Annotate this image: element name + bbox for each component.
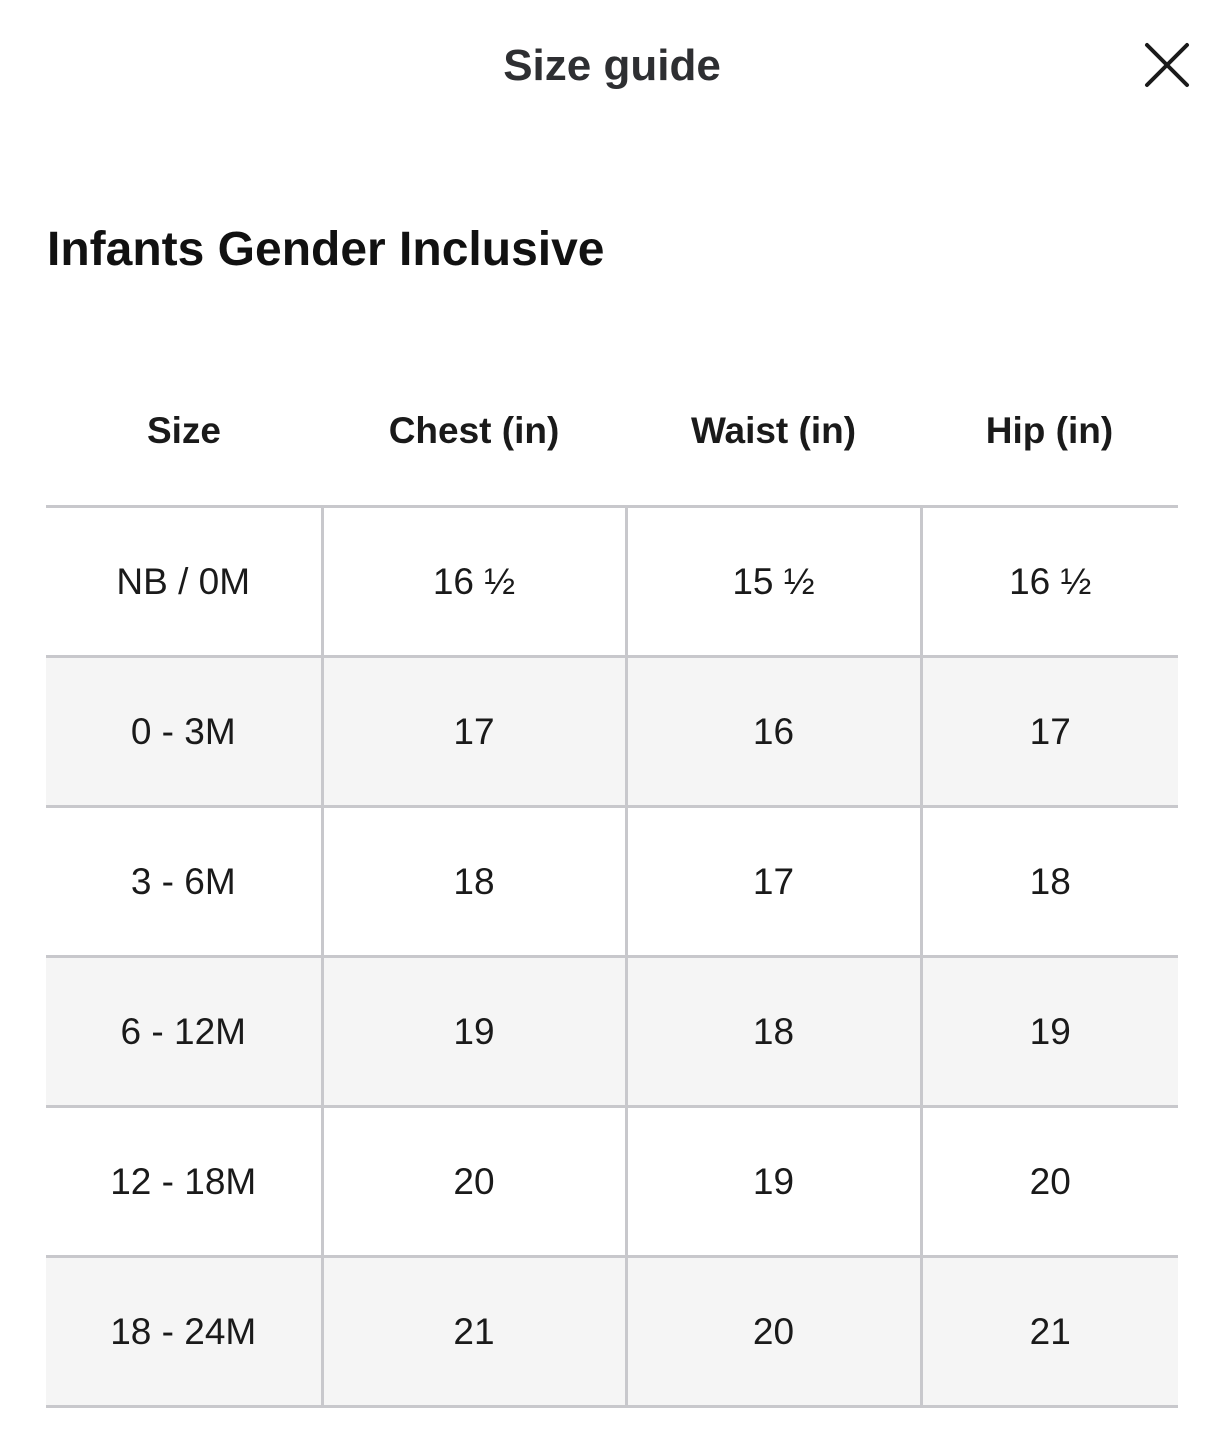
size-cell: 12 - 18M xyxy=(46,1106,324,1258)
waist-cell: 19 xyxy=(626,1106,923,1258)
hip-cell: 21 xyxy=(921,1256,1178,1408)
waist-cell: 15 ½ xyxy=(626,506,923,658)
hip-cell: 18 xyxy=(921,806,1178,958)
waist-cell: 16 xyxy=(626,656,923,808)
waist-cell: 18 xyxy=(626,956,923,1108)
table-row: 18 - 24M 21 20 21 xyxy=(46,1256,1178,1408)
chest-cell: 21 xyxy=(322,1256,628,1408)
table-row: 6 - 12M 19 18 19 xyxy=(46,956,1178,1108)
size-cell: 6 - 12M xyxy=(46,956,324,1108)
size-chart-table: Size Chest (in) Waist (in) Hip (in) NB /… xyxy=(46,357,1178,1408)
waist-cell: 17 xyxy=(626,806,923,958)
table-row: 12 - 18M 20 19 20 xyxy=(46,1106,1178,1258)
hip-cell: 17 xyxy=(921,656,1178,808)
column-header-chest: Chest (in) xyxy=(322,357,626,508)
table-row: NB / 0M 16 ½ 15 ½ 16 ½ xyxy=(46,506,1178,658)
hip-cell: 19 xyxy=(921,956,1178,1108)
dialog-header: Size guide xyxy=(0,0,1224,136)
table-header-row: Size Chest (in) Waist (in) Hip (in) xyxy=(46,357,1178,508)
table-row: 3 - 6M 18 17 18 xyxy=(46,806,1178,958)
size-cell: 18 - 24M xyxy=(46,1256,324,1408)
chest-cell: 17 xyxy=(322,656,628,808)
chest-cell: 16 ½ xyxy=(322,506,628,658)
size-cell: NB / 0M xyxy=(46,506,324,658)
hip-cell: 16 ½ xyxy=(921,506,1178,658)
dialog-title: Size guide xyxy=(503,41,721,90)
size-cell: 3 - 6M xyxy=(46,806,324,958)
waist-cell: 20 xyxy=(626,1256,923,1408)
chest-cell: 20 xyxy=(322,1106,628,1258)
table-row: 0 - 3M 17 16 17 xyxy=(46,656,1178,808)
column-header-waist: Waist (in) xyxy=(626,357,921,508)
column-header-size: Size xyxy=(46,357,322,508)
hip-cell: 20 xyxy=(921,1106,1178,1258)
chest-cell: 19 xyxy=(322,956,628,1108)
chest-cell: 18 xyxy=(322,806,628,958)
size-cell: 0 - 3M xyxy=(46,656,324,808)
column-header-hip: Hip (in) xyxy=(921,357,1178,508)
close-icon xyxy=(1145,43,1189,87)
close-button[interactable] xyxy=(1138,36,1196,94)
section-title: Infants Gender Inclusive xyxy=(47,223,605,276)
